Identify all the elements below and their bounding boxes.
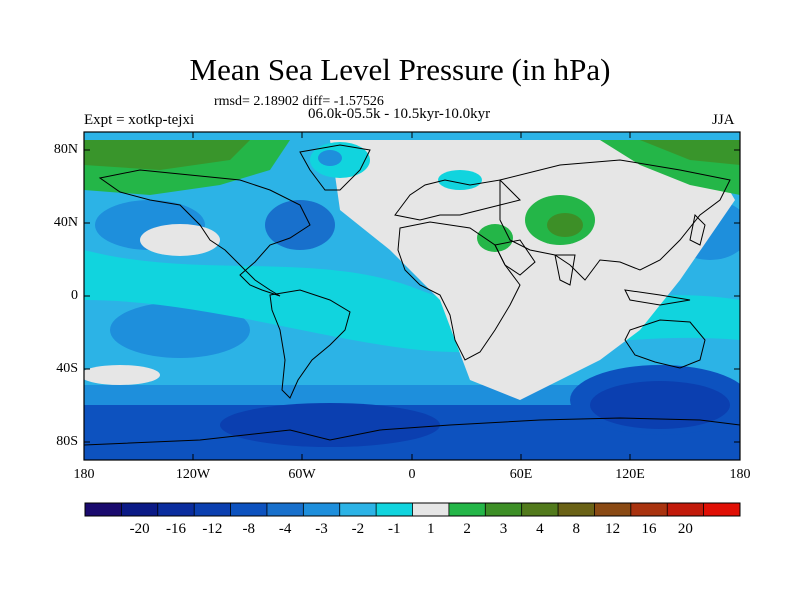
colorbar-swatch	[667, 503, 704, 516]
colorbar-swatch	[303, 503, 341, 516]
colorbar-label: 12	[605, 521, 621, 537]
experiment-label: Expt = xotkp-tejxi	[84, 112, 195, 128]
colorbar-swatch	[230, 503, 268, 516]
colorbar-swatch	[157, 503, 195, 516]
colorbar-label: -4	[278, 521, 292, 537]
season-label: JJA	[712, 112, 735, 128]
anomaly-field	[84, 132, 740, 460]
lat-ticks	[84, 149, 740, 443]
colorbar-swatch	[521, 503, 559, 516]
colorbar-label: -12	[202, 521, 223, 537]
colorbar-swatch	[594, 503, 632, 516]
lon-label-60w: 60W	[288, 467, 316, 482]
colorbar-label: 4	[536, 521, 544, 537]
lat-label-40n: 40N	[53, 215, 78, 230]
lon-label-180w: 180	[73, 467, 95, 482]
colorbar-label: -1	[388, 521, 401, 537]
lon-label-120e: 120E	[615, 467, 645, 482]
lat-label-40s: 40S	[56, 361, 78, 376]
colorbar-swatch	[266, 503, 304, 516]
colorbar-swatch	[485, 503, 522, 516]
colorbar-label: 20	[677, 521, 693, 537]
lon-label-0: 0	[408, 467, 416, 482]
lon-label-60e: 60E	[509, 467, 533, 482]
period-label: 06.0k-05.5k - 10.5kyr-10.0kyr	[308, 106, 491, 122]
colorbar-swatch	[121, 503, 159, 516]
plot-title: Mean Sea Level Pressure (in hPa)	[189, 52, 611, 87]
colorbar-label: -3	[315, 521, 328, 537]
lat-label-80n: 80N	[53, 142, 78, 157]
colorbar-swatch	[194, 503, 231, 516]
lon-label-120w: 120W	[175, 467, 211, 482]
colorbar-label: 1	[426, 521, 435, 537]
colorbar-label: 3	[499, 521, 508, 537]
lon-ticks	[192, 132, 631, 460]
colorbar-swatch	[558, 503, 595, 516]
lon-label-180e: 180	[729, 467, 751, 482]
colorbar	[84, 502, 741, 517]
colorbar-swatch	[376, 503, 413, 516]
colorbar-swatch	[630, 503, 668, 516]
colorbar-swatch	[703, 503, 741, 516]
colorbar-label: 2	[463, 521, 471, 537]
coastlines	[84, 144, 740, 446]
colorbar-swatch	[85, 503, 122, 516]
lat-label-0: 0	[71, 288, 78, 303]
colorbar-swatch	[448, 503, 486, 516]
stats-label: rmsd= 2.18902 diff= -1.57526	[214, 94, 384, 109]
colorbar-label: -8	[242, 521, 256, 537]
colorbar-label: -20	[129, 521, 150, 537]
colorbar-swatch	[412, 503, 450, 516]
lat-label-80s: 80S	[56, 434, 78, 449]
colorbar-label: -16	[166, 521, 186, 537]
colorbar-swatch	[339, 503, 377, 516]
colorbar-label: 16	[641, 521, 657, 537]
colorbar-label: -2	[351, 521, 365, 537]
colorbar-label: 8	[572, 521, 581, 537]
